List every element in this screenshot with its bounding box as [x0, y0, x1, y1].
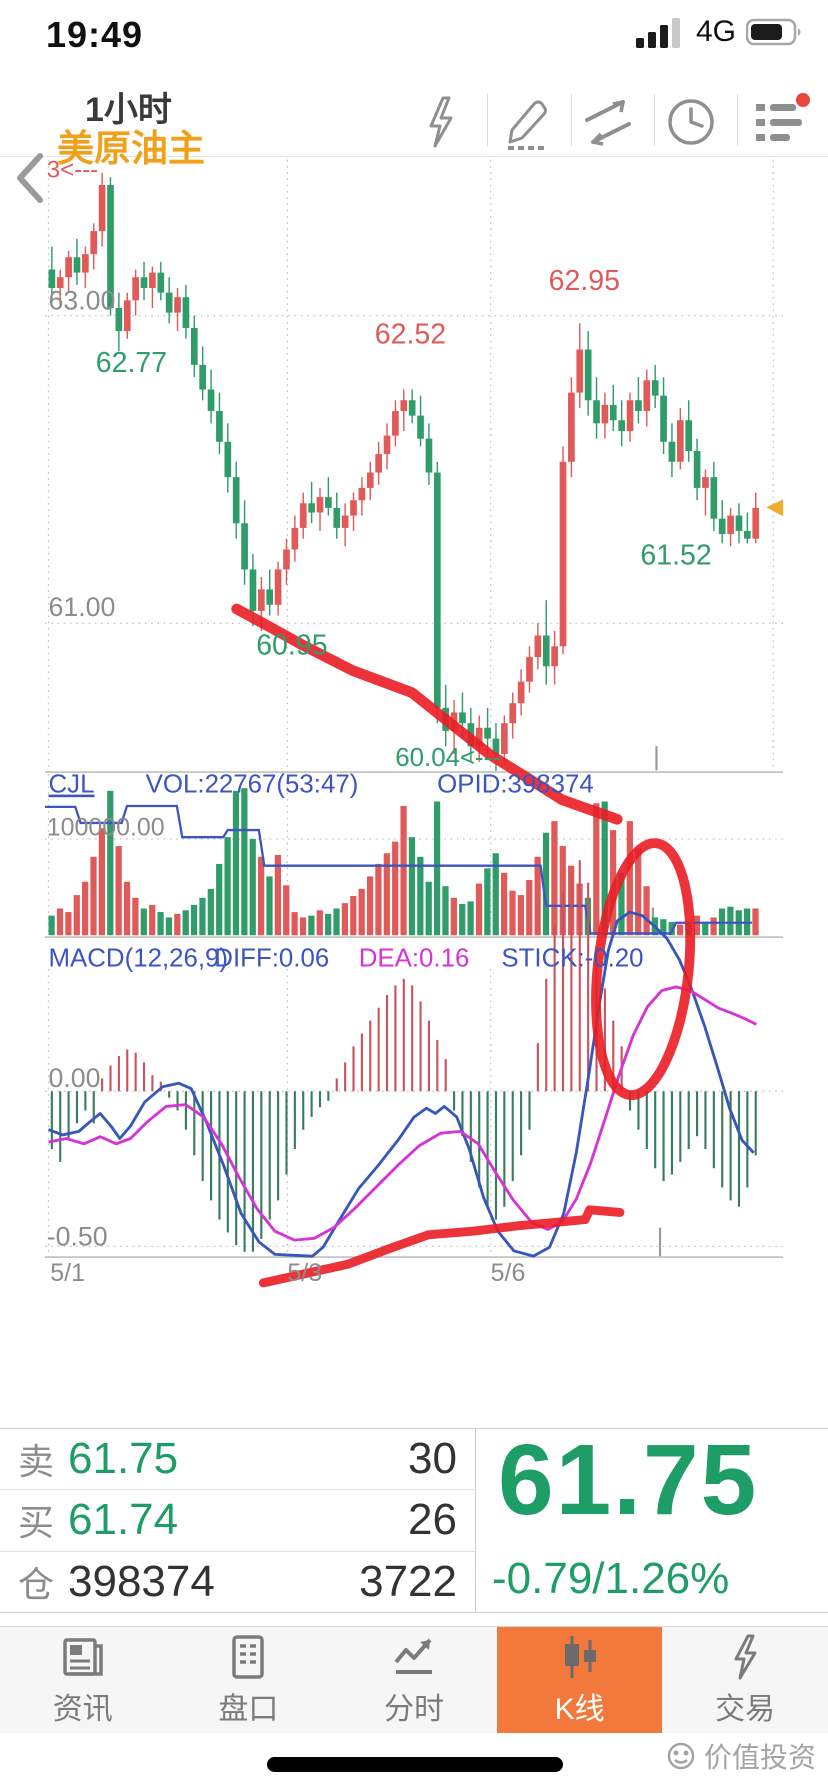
- open-interest-label: OPID:398374: [437, 771, 594, 799]
- tab-orderbook-label: 盘口: [218, 1693, 279, 1726]
- tab-kline[interactable]: K线: [496, 1627, 663, 1733]
- marker-oval-annotation: [591, 838, 696, 1101]
- swing-high-62-52-label: 62.52: [375, 318, 446, 350]
- top-high-marker-label: 3<---: [47, 157, 98, 184]
- signal-icon: [635, 18, 680, 48]
- chart-text-labels: 3<--- 63.00 62.77 62.52 62.95 61.00 60.9…: [47, 157, 712, 1287]
- position-change: 3722: [359, 1556, 457, 1606]
- trade-icon: [734, 1634, 757, 1680]
- date-label-2: 5/3: [287, 1259, 322, 1287]
- clock-icon[interactable]: [658, 90, 724, 154]
- volume-pane-title[interactable]: CJL: [49, 771, 95, 799]
- grid-price-61-label: 61.00: [49, 592, 116, 622]
- date-label-3: 5/6: [491, 1259, 526, 1287]
- position-row[interactable]: 仓 398374 3722: [0, 1552, 475, 1612]
- marker-annotation: [258, 1205, 625, 1288]
- tab-orderbook[interactable]: 盘口: [166, 1627, 332, 1733]
- tab-kline-label: K线: [554, 1693, 605, 1726]
- notification-badge: [796, 93, 810, 107]
- volume-scale-label: 100000.00: [47, 813, 165, 841]
- watermark: 价值投资: [664, 1736, 816, 1776]
- status-time: 19:49: [46, 14, 144, 55]
- position-value: 398374: [68, 1556, 215, 1606]
- app-header: 1小时 美原油主: [0, 60, 828, 203]
- macd-dea-label: DEA:0.16: [359, 944, 470, 972]
- swing-low-60-95-label: 60.95: [256, 629, 327, 661]
- ask-qty: 30: [408, 1434, 457, 1484]
- position-label: 仓: [18, 1563, 55, 1605]
- symbol-name[interactable]: 美原油主: [57, 128, 205, 169]
- order-book: 卖 61.75 30 买 61.74 26 仓 398374 3722: [0, 1429, 476, 1612]
- last-price: 61.75: [498, 1424, 759, 1536]
- bid-label: 买: [18, 1502, 55, 1544]
- ask-row[interactable]: 卖 61.75 30: [0, 1429, 475, 1491]
- volume-value-label: VOL:22767(53:47): [146, 771, 359, 799]
- swing-low-62-77-label: 62.77: [96, 347, 167, 379]
- status-bar: 19:49 4G: [0, 0, 828, 60]
- bottom-tab-bar: 资讯 盘口 分时 K线: [0, 1626, 828, 1733]
- network-label: 4G: [695, 15, 736, 48]
- kline-icon: [564, 1636, 596, 1678]
- tab-timeshare-label: 分时: [383, 1693, 444, 1726]
- timeshare-icon: [394, 1638, 432, 1674]
- last-low-61-52-label: 61.52: [640, 539, 711, 571]
- news-icon: [63, 1638, 103, 1676]
- date-label-1: 5/1: [50, 1259, 85, 1287]
- ask-price: 61.75: [68, 1434, 179, 1484]
- home-indicator[interactable]: [267, 1757, 563, 1772]
- macd-stick-label: STICK:-0.20: [501, 944, 643, 972]
- last-price-box: 61.75 -0.79/1.26%: [476, 1424, 828, 1612]
- swing-low-60-04-label: 60.04<---: [395, 744, 501, 772]
- tab-trade-label: 交易: [715, 1693, 776, 1726]
- bid-qty: 26: [408, 1495, 457, 1545]
- flash-icon[interactable]: [407, 90, 473, 154]
- tab-trade[interactable]: 交易: [662, 1627, 828, 1733]
- kline-chart[interactable]: 3<--- 63.00 62.77 62.52 62.95 61.00 60.9…: [0, 157, 828, 1430]
- chart-period-label[interactable]: 1小时: [85, 91, 172, 129]
- watermark-logo-icon: [667, 1742, 695, 1770]
- back-button[interactable]: [10, 150, 54, 206]
- ask-label: 卖: [18, 1441, 55, 1483]
- macd-diff-label: DIFF:0.06: [214, 944, 329, 972]
- tab-news-label: 资讯: [52, 1693, 113, 1726]
- watermark-text: 价值投资: [703, 1742, 816, 1773]
- quote-panel: 卖 61.75 30 买 61.74 26 仓 398374 3722 61.7…: [0, 1424, 828, 1613]
- grid-price-63-label: 63.00: [49, 285, 116, 315]
- marker-annotation: [231, 603, 623, 825]
- orderbook-icon: [232, 1635, 265, 1679]
- macd-zero-label: 0.00: [49, 1063, 101, 1093]
- macd-pane-title[interactable]: MACD(12,26,9): [49, 944, 229, 972]
- bid-row[interactable]: 买 61.74 26: [0, 1490, 475, 1552]
- swing-high-62-95-label: 62.95: [549, 265, 620, 297]
- macd-min-label: -0.50: [47, 1221, 108, 1251]
- bid-price: 61.74: [68, 1495, 179, 1545]
- tab-timeshare[interactable]: 分时: [331, 1627, 497, 1733]
- settings-list-icon[interactable]: [746, 90, 812, 154]
- battery-icon: [746, 18, 801, 46]
- draw-icon[interactable]: [492, 90, 558, 154]
- trendline-icon[interactable]: [575, 90, 641, 154]
- tab-news[interactable]: 资讯: [0, 1627, 166, 1733]
- price-change: -0.79/1.26%: [492, 1554, 730, 1603]
- current-price-arrow: [766, 499, 784, 517]
